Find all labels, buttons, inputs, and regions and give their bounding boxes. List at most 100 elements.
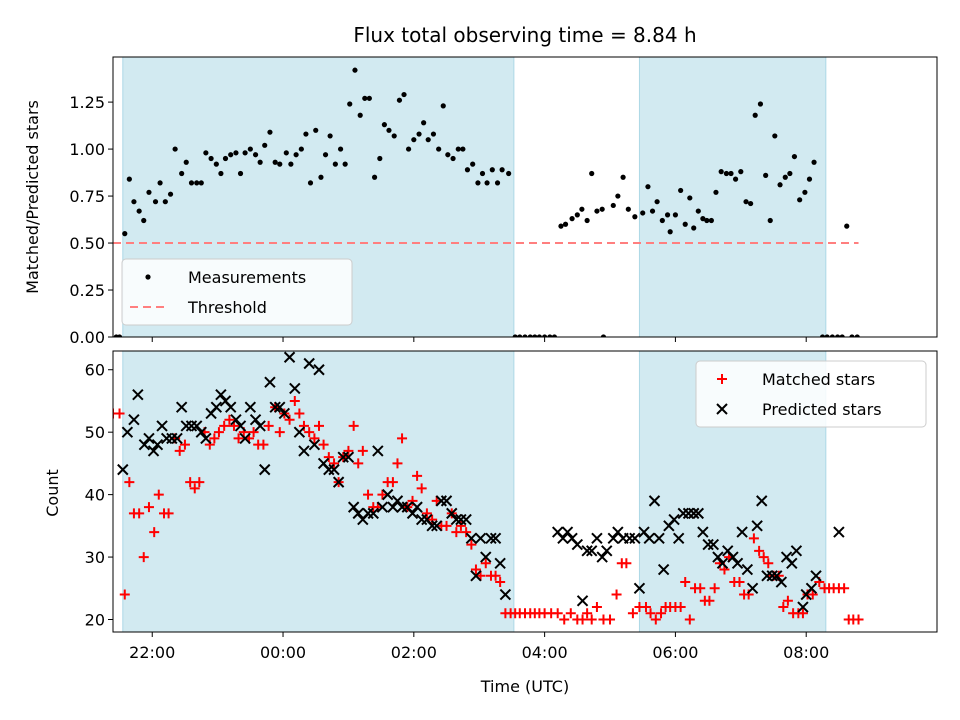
measurement-point — [318, 174, 324, 180]
measurement-point — [645, 184, 651, 190]
predicted-star-point — [736, 526, 748, 538]
predicted-star-point — [367, 507, 379, 520]
measurement-point — [405, 146, 412, 152]
matched-star-point — [704, 595, 715, 606]
measurement-point — [327, 133, 333, 139]
predicted-star-point — [264, 376, 276, 388]
matched-star-point — [466, 539, 477, 550]
predicted-star-point — [128, 413, 140, 426]
measurement-point — [649, 208, 656, 214]
predicted-star-point — [692, 507, 705, 520]
measurement-point — [542, 334, 548, 337]
matched-star-point — [143, 502, 154, 513]
observing-window-span — [638, 57, 827, 337]
matched-star-point — [318, 439, 329, 450]
matched-star-point — [363, 489, 374, 500]
measurement-point — [272, 159, 278, 165]
legend-label: Predicted stars — [762, 400, 882, 419]
measurement-point — [242, 150, 248, 156]
predicted-star-point — [805, 582, 818, 594]
predicted-star-point — [561, 526, 574, 538]
matched-star-point — [377, 489, 388, 500]
measurement-point — [574, 212, 580, 218]
measurement-point — [829, 334, 835, 337]
matched-star-point — [416, 483, 427, 494]
legend-label: Threshold — [187, 298, 267, 317]
predicted-star-point — [668, 513, 680, 526]
measurement-point — [194, 180, 200, 186]
measurement-point — [667, 229, 673, 235]
predicted-star-point — [210, 401, 223, 413]
legend-marker-x — [716, 403, 728, 415]
measurement-point — [728, 170, 734, 177]
measurement-point — [247, 146, 253, 152]
predicted-star-point — [396, 501, 408, 513]
predicted-star-point — [215, 389, 227, 401]
matched-star-point — [412, 470, 423, 481]
predicted-star-point — [347, 501, 360, 513]
predicted-star-point — [455, 513, 467, 526]
matched-star-point — [248, 427, 259, 438]
matched-star-point — [778, 602, 789, 613]
measurement-point — [708, 217, 714, 224]
measurement-point — [391, 133, 397, 139]
matched-star-point — [782, 595, 793, 606]
measurement-point — [167, 191, 174, 197]
measurement-point — [313, 127, 319, 133]
matched-star-point — [591, 602, 602, 613]
predicted-star-point — [259, 463, 271, 476]
matched-star-point — [758, 552, 769, 563]
measurement-point — [371, 174, 378, 180]
predicted-star-point — [833, 526, 845, 538]
measurement-point — [620, 174, 626, 180]
measurement-point — [536, 334, 542, 337]
predicted-star-point — [480, 551, 492, 563]
matched-star-point — [427, 514, 438, 525]
matched-star-point — [392, 458, 403, 469]
measurement-point — [599, 206, 605, 212]
bottom-y-axis-label: Count — [43, 469, 62, 517]
measurement-point — [136, 208, 142, 214]
matched-star-point — [233, 433, 244, 444]
chart-title: Flux total observing time = 8.84 h — [353, 23, 696, 47]
measurement-point — [584, 217, 590, 224]
measurement-point — [116, 334, 123, 337]
measurement-point — [233, 150, 239, 156]
measurement-point — [440, 103, 446, 109]
measurement-point — [162, 199, 168, 205]
predicted-star-point — [766, 570, 778, 582]
measurement-point — [782, 174, 788, 180]
measurement-point — [267, 129, 273, 135]
measurement-point — [347, 101, 353, 107]
matched-star-point — [611, 589, 622, 600]
y-tick-label: 1.25 — [69, 93, 105, 112]
measurement-point — [464, 167, 471, 173]
predicted-star-point — [761, 570, 773, 582]
matched-star-point — [839, 583, 850, 594]
measurement-point — [228, 152, 234, 158]
matched-star-point — [343, 445, 354, 456]
measurement-point — [732, 176, 739, 182]
measurement-point — [188, 180, 195, 186]
x-tick-label: 06:00 — [652, 643, 698, 662]
predicted-star-point — [727, 551, 739, 563]
measurement-point — [436, 146, 442, 152]
predicted-star-point — [731, 557, 744, 570]
predicted-star-point — [376, 501, 389, 513]
matched-star-point — [645, 608, 656, 619]
predicted-star-point — [786, 557, 798, 570]
legend: Measurements Threshold — [121, 258, 353, 326]
matched-star-point — [451, 527, 462, 538]
predicted-star-point — [234, 420, 247, 432]
predicted-star-point — [591, 532, 603, 545]
measurement-point — [172, 146, 178, 152]
measurement-point — [307, 180, 314, 186]
predicted-star-point — [585, 545, 598, 557]
measurement-point — [738, 169, 744, 175]
predicted-star-point — [494, 557, 506, 570]
predicted-star-point — [672, 532, 685, 545]
predicted-star-point — [171, 432, 183, 445]
matched-star-point — [213, 427, 224, 438]
measurement-point — [743, 199, 749, 205]
y-tick-label: 30 — [85, 548, 105, 567]
